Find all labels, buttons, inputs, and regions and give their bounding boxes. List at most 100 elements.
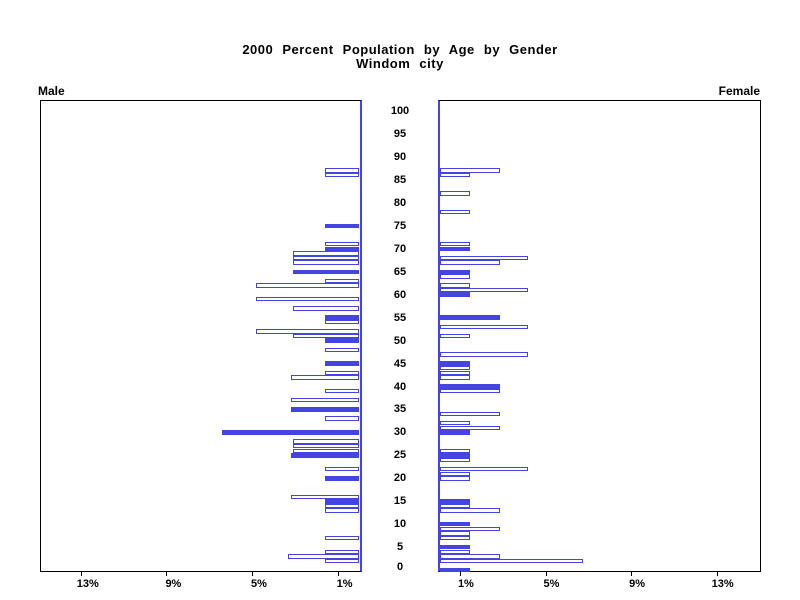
bar-female-age-42 [440, 375, 470, 380]
bar-female-age-55 [440, 315, 500, 320]
bar-male-age-26 [292, 448, 359, 453]
male-pct-label-1: 1% [336, 578, 353, 590]
bar-female-age-14 [440, 503, 470, 509]
age-axis-label-40: 40 [393, 380, 407, 393]
bar-male-age-68 [292, 255, 359, 261]
bar-female-age-53 [440, 324, 528, 329]
bar-male-age-52 [256, 329, 359, 334]
bar-female-age-9 [440, 526, 500, 532]
female-pct-label-13: 13% [711, 578, 734, 590]
age-axis-label-90: 90 [393, 150, 407, 163]
bar-female-age-60 [440, 292, 470, 297]
female-plot-frame [438, 100, 761, 572]
male-pct-tick-5 [252, 571, 253, 576]
chart-subtitle: Windom city [356, 56, 444, 71]
age-axis-label-15: 15 [393, 495, 407, 508]
bar-female-age-20 [440, 476, 470, 481]
bar-female-age-43 [440, 370, 470, 375]
bar-male-age-65 [292, 269, 359, 274]
age-axis-label-55: 55 [393, 311, 407, 324]
bar-female-age-15 [440, 499, 470, 504]
bar-male-age-13 [324, 508, 359, 513]
bar-male-age-28 [292, 439, 359, 444]
bar-male-age-22 [324, 466, 359, 472]
male-pct-label-5: 5% [251, 578, 267, 590]
bar-female-age-64 [440, 274, 470, 279]
bar-female-age-24 [440, 457, 470, 463]
male-panel-label: Male [38, 84, 65, 98]
bar-female-age-0 [440, 568, 470, 573]
bar-male-age-54 [324, 320, 359, 325]
bar-male-age-87 [324, 168, 359, 173]
bar-male-age-86 [324, 173, 359, 178]
bar-female-age-25 [440, 453, 470, 458]
bar-male-age-39 [324, 388, 359, 394]
bar-male-age-51 [292, 333, 359, 339]
bar-male-age-27 [292, 444, 359, 449]
bar-female-age-13 [440, 508, 500, 513]
bar-male-age-4 [324, 549, 359, 555]
bar-male-age-33 [324, 416, 359, 421]
female-pct-tick-9 [631, 571, 633, 576]
age-axis-label-95: 95 [393, 127, 407, 140]
bar-male-age-69 [292, 251, 359, 256]
bar-female-age-45 [440, 361, 470, 366]
female-pct-tick-5 [545, 571, 547, 576]
bar-female-age-39 [440, 388, 500, 394]
bar-female-age-87 [440, 168, 500, 173]
age-axis-label-100: 100 [390, 105, 410, 117]
female-pct-tick-13 [716, 571, 718, 576]
age-axis-label-70: 70 [393, 242, 407, 255]
age-axis-label-0: 0 [396, 561, 404, 573]
bar-female-age-7 [440, 535, 470, 541]
bar-male-age-70 [324, 246, 359, 251]
bar-male-age-30 [222, 430, 359, 435]
bar-female-age-3 [440, 554, 500, 559]
bar-male-age-14 [324, 503, 359, 509]
bar-male-age-3 [288, 554, 359, 559]
bar-female-age-68 [440, 255, 528, 261]
bar-female-age-31 [440, 425, 500, 431]
bar-female-age-78 [440, 209, 470, 215]
bar-female-age-22 [440, 466, 528, 472]
bar-male-age-57 [292, 306, 359, 311]
bar-male-age-2 [324, 558, 359, 564]
age-axis-label-75: 75 [393, 219, 407, 232]
bar-female-age-70 [440, 246, 470, 251]
bar-male-age-37 [290, 398, 359, 403]
bar-female-age-51 [440, 333, 470, 339]
bar-female-age-32 [440, 421, 470, 426]
bar-male-age-55 [324, 315, 359, 320]
bar-female-age-5 [440, 545, 470, 550]
age-axis-label-80: 80 [393, 196, 407, 209]
bar-male-age-45 [324, 361, 359, 366]
bar-male-age-63 [324, 278, 359, 284]
bar-female-age-2 [440, 558, 584, 564]
bar-male-age-48 [324, 347, 359, 352]
bar-female-age-8 [440, 531, 470, 536]
bar-female-age-26 [440, 448, 470, 453]
bar-male-age-20 [324, 476, 359, 481]
bar-female-age-40 [440, 384, 500, 389]
bar-male-age-35 [290, 407, 359, 412]
age-axis-label-30: 30 [393, 426, 407, 439]
bar-male-age-59 [256, 297, 359, 302]
age-axis-label-20: 20 [393, 472, 407, 485]
age-axis-label-45: 45 [393, 357, 407, 370]
bar-male-age-43 [324, 370, 359, 375]
bar-male-age-67 [292, 260, 359, 265]
bar-female-age-71 [440, 241, 470, 247]
bar-male-age-7 [324, 535, 359, 541]
age-axis-label-50: 50 [393, 334, 407, 347]
bar-male-age-16 [290, 494, 359, 499]
bar-female-age-67 [440, 260, 500, 265]
bar-female-age-61 [440, 287, 528, 293]
bar-male-age-15 [324, 499, 359, 504]
bar-male-age-75 [324, 223, 359, 228]
bar-female-age-10 [440, 522, 470, 527]
chart-title: 2000 Percent Population by Age by Gender [242, 42, 558, 57]
bar-female-age-47 [440, 352, 528, 357]
bar-male-age-62 [256, 283, 359, 288]
age-axis-label-25: 25 [393, 449, 407, 462]
